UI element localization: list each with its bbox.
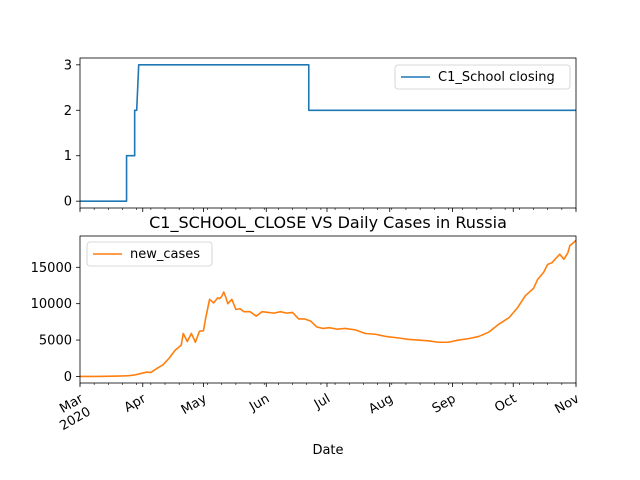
top-y-tick-label: 0 — [64, 195, 72, 210]
bottom-x-tick-label: Jul — [311, 391, 333, 412]
top-legend-box — [394, 64, 571, 90]
bottom-x-tick-label: Mar2020 — [50, 391, 94, 434]
bottom-y-tick-label: 10000 — [31, 297, 72, 312]
bottom-y-tick-label: 15000 — [31, 261, 72, 276]
bottom-y-tick-label: 5000 — [39, 334, 72, 349]
bottom-x-tick-label: May — [179, 391, 210, 418]
bottom-axes: 0 5000 10000 15000 Mar2020 Apr May Jun Jul Aug Se… — [31, 235, 583, 434]
bottom-chart-title: C1_SCHOOL_CLOSE VS Daily Cases in Russia — [149, 213, 507, 233]
bottom-legend: new_cases — [86, 241, 213, 267]
top-axes: 0 1 2 3 C1_School closing — [64, 57, 577, 212]
bottom-x-tick-label: Oct — [492, 391, 519, 415]
bottom-x-tick-label: Nov — [553, 391, 583, 417]
top-plot-frame — [79, 57, 577, 209]
top-y-tick-label: 2 — [64, 104, 72, 119]
x-axis-label: Date — [312, 443, 343, 458]
bottom-plot-frame — [79, 235, 577, 384]
bottom-y-tick-label: 0 — [64, 370, 72, 385]
top-legend: C1_School closing — [394, 64, 571, 90]
bottom-x-tick-label: Jun — [246, 391, 272, 415]
top-legend-label: C1_School closing — [438, 70, 555, 85]
bottom-x-tick-label: Sep — [430, 391, 459, 416]
top-series-line — [80, 64, 576, 202]
top-y-tick-label: 1 — [64, 149, 72, 164]
bottom-x-tick-label: Aug — [366, 391, 395, 417]
bottom-x-tick-label: Apr — [122, 391, 150, 416]
bottom-series-line — [80, 239, 576, 378]
bottom-legend-box — [86, 241, 213, 267]
bottom-legend-label: new_cases — [130, 247, 200, 262]
top-y-tick-label: 3 — [64, 58, 72, 73]
